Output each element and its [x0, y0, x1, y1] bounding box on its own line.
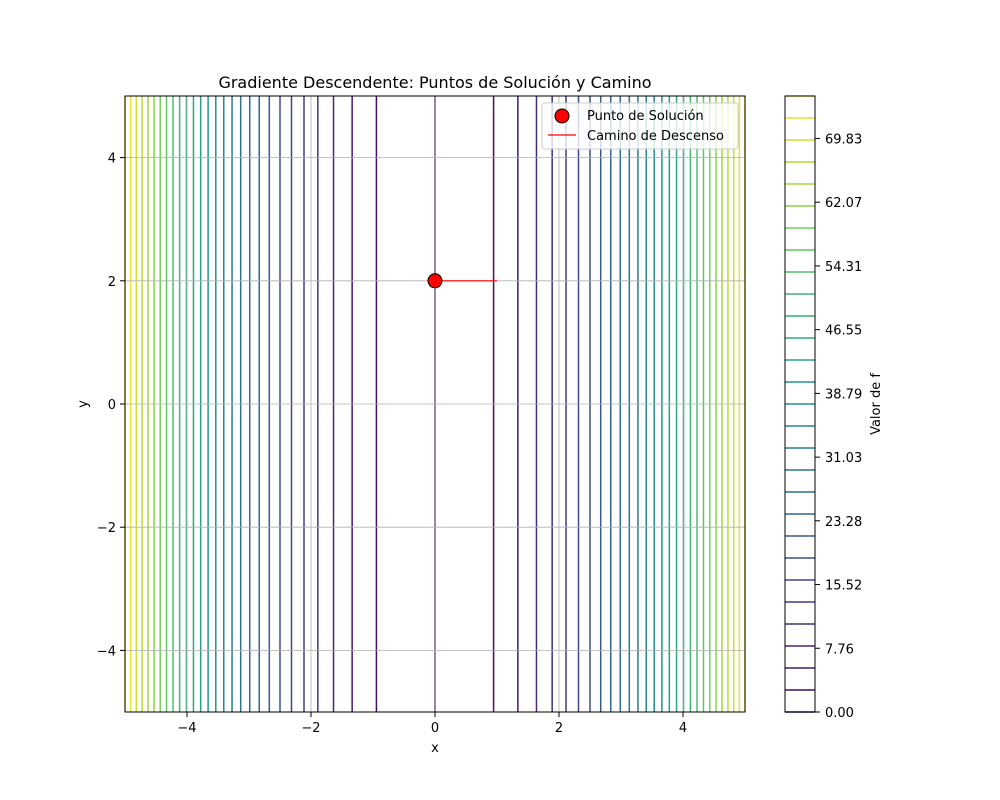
- y-tick-label: 2: [108, 275, 116, 290]
- legend-marker-solution-point: [554, 108, 570, 124]
- colorbar-tick-label: 69.83: [825, 132, 862, 147]
- x-axis-ticks: −4 −2 0 2 4: [177, 712, 687, 736]
- colorbar-label: Valor de f: [869, 373, 884, 435]
- x-tick-label: −2: [301, 721, 320, 736]
- colorbar-tick-label: 38.79: [825, 387, 862, 402]
- grid-lines: [125, 96, 745, 712]
- y-axis-ticks: −4 −2 0 2 4: [97, 152, 125, 659]
- legend-label-descent-path: Camino de Descenso: [587, 129, 724, 144]
- x-tick-label: 2: [555, 721, 563, 736]
- solution-point-marker: [427, 273, 443, 289]
- colorbar-tick-label: 23.28: [825, 515, 862, 530]
- colorbar-tick-label: 7.76: [825, 642, 854, 657]
- chart-title: Gradiente Descendente: Puntos de Solució…: [218, 73, 651, 92]
- plot-area: −4 −2 0 2 4 −4 −2 0 2 4: [97, 95, 746, 736]
- y-axis-label: y: [76, 400, 91, 408]
- y-tick-label: −2: [97, 521, 116, 536]
- x-tick-label: 0: [431, 721, 439, 736]
- colorbar-ticks: 0.00 7.76 15.52 23.28 31.03 38.79 46.55 54.31 62…: [815, 132, 862, 721]
- legend-label-solution-point: Punto de Solución: [587, 109, 704, 124]
- colorbar-tick-label: 15.52: [825, 579, 862, 594]
- colorbar-tick-label: 31.03: [825, 451, 862, 466]
- x-axis-label: x: [431, 741, 439, 756]
- y-tick-label: −4: [97, 644, 116, 659]
- data-series: [427, 273, 497, 289]
- x-tick-label: −4: [177, 721, 196, 736]
- x-tick-label: 4: [679, 721, 687, 736]
- colorbar: 0.00 7.76 15.52 23.28 31.03 38.79 46.55 54.31 62…: [784, 95, 884, 721]
- colorbar-tick-label: 0.00: [825, 706, 854, 721]
- colorbar-frame: [784, 95, 816, 713]
- y-tick-label: 0: [108, 398, 116, 413]
- legend: Punto de Solución Camino de Descenso: [541, 102, 739, 150]
- colorbar-tick-label: 46.55: [825, 324, 862, 339]
- colorbar-tick-label: 54.31: [825, 260, 862, 275]
- legend-box: [541, 102, 739, 150]
- y-tick-label: 4: [108, 152, 116, 167]
- colorbar-tick-label: 62.07: [825, 196, 862, 211]
